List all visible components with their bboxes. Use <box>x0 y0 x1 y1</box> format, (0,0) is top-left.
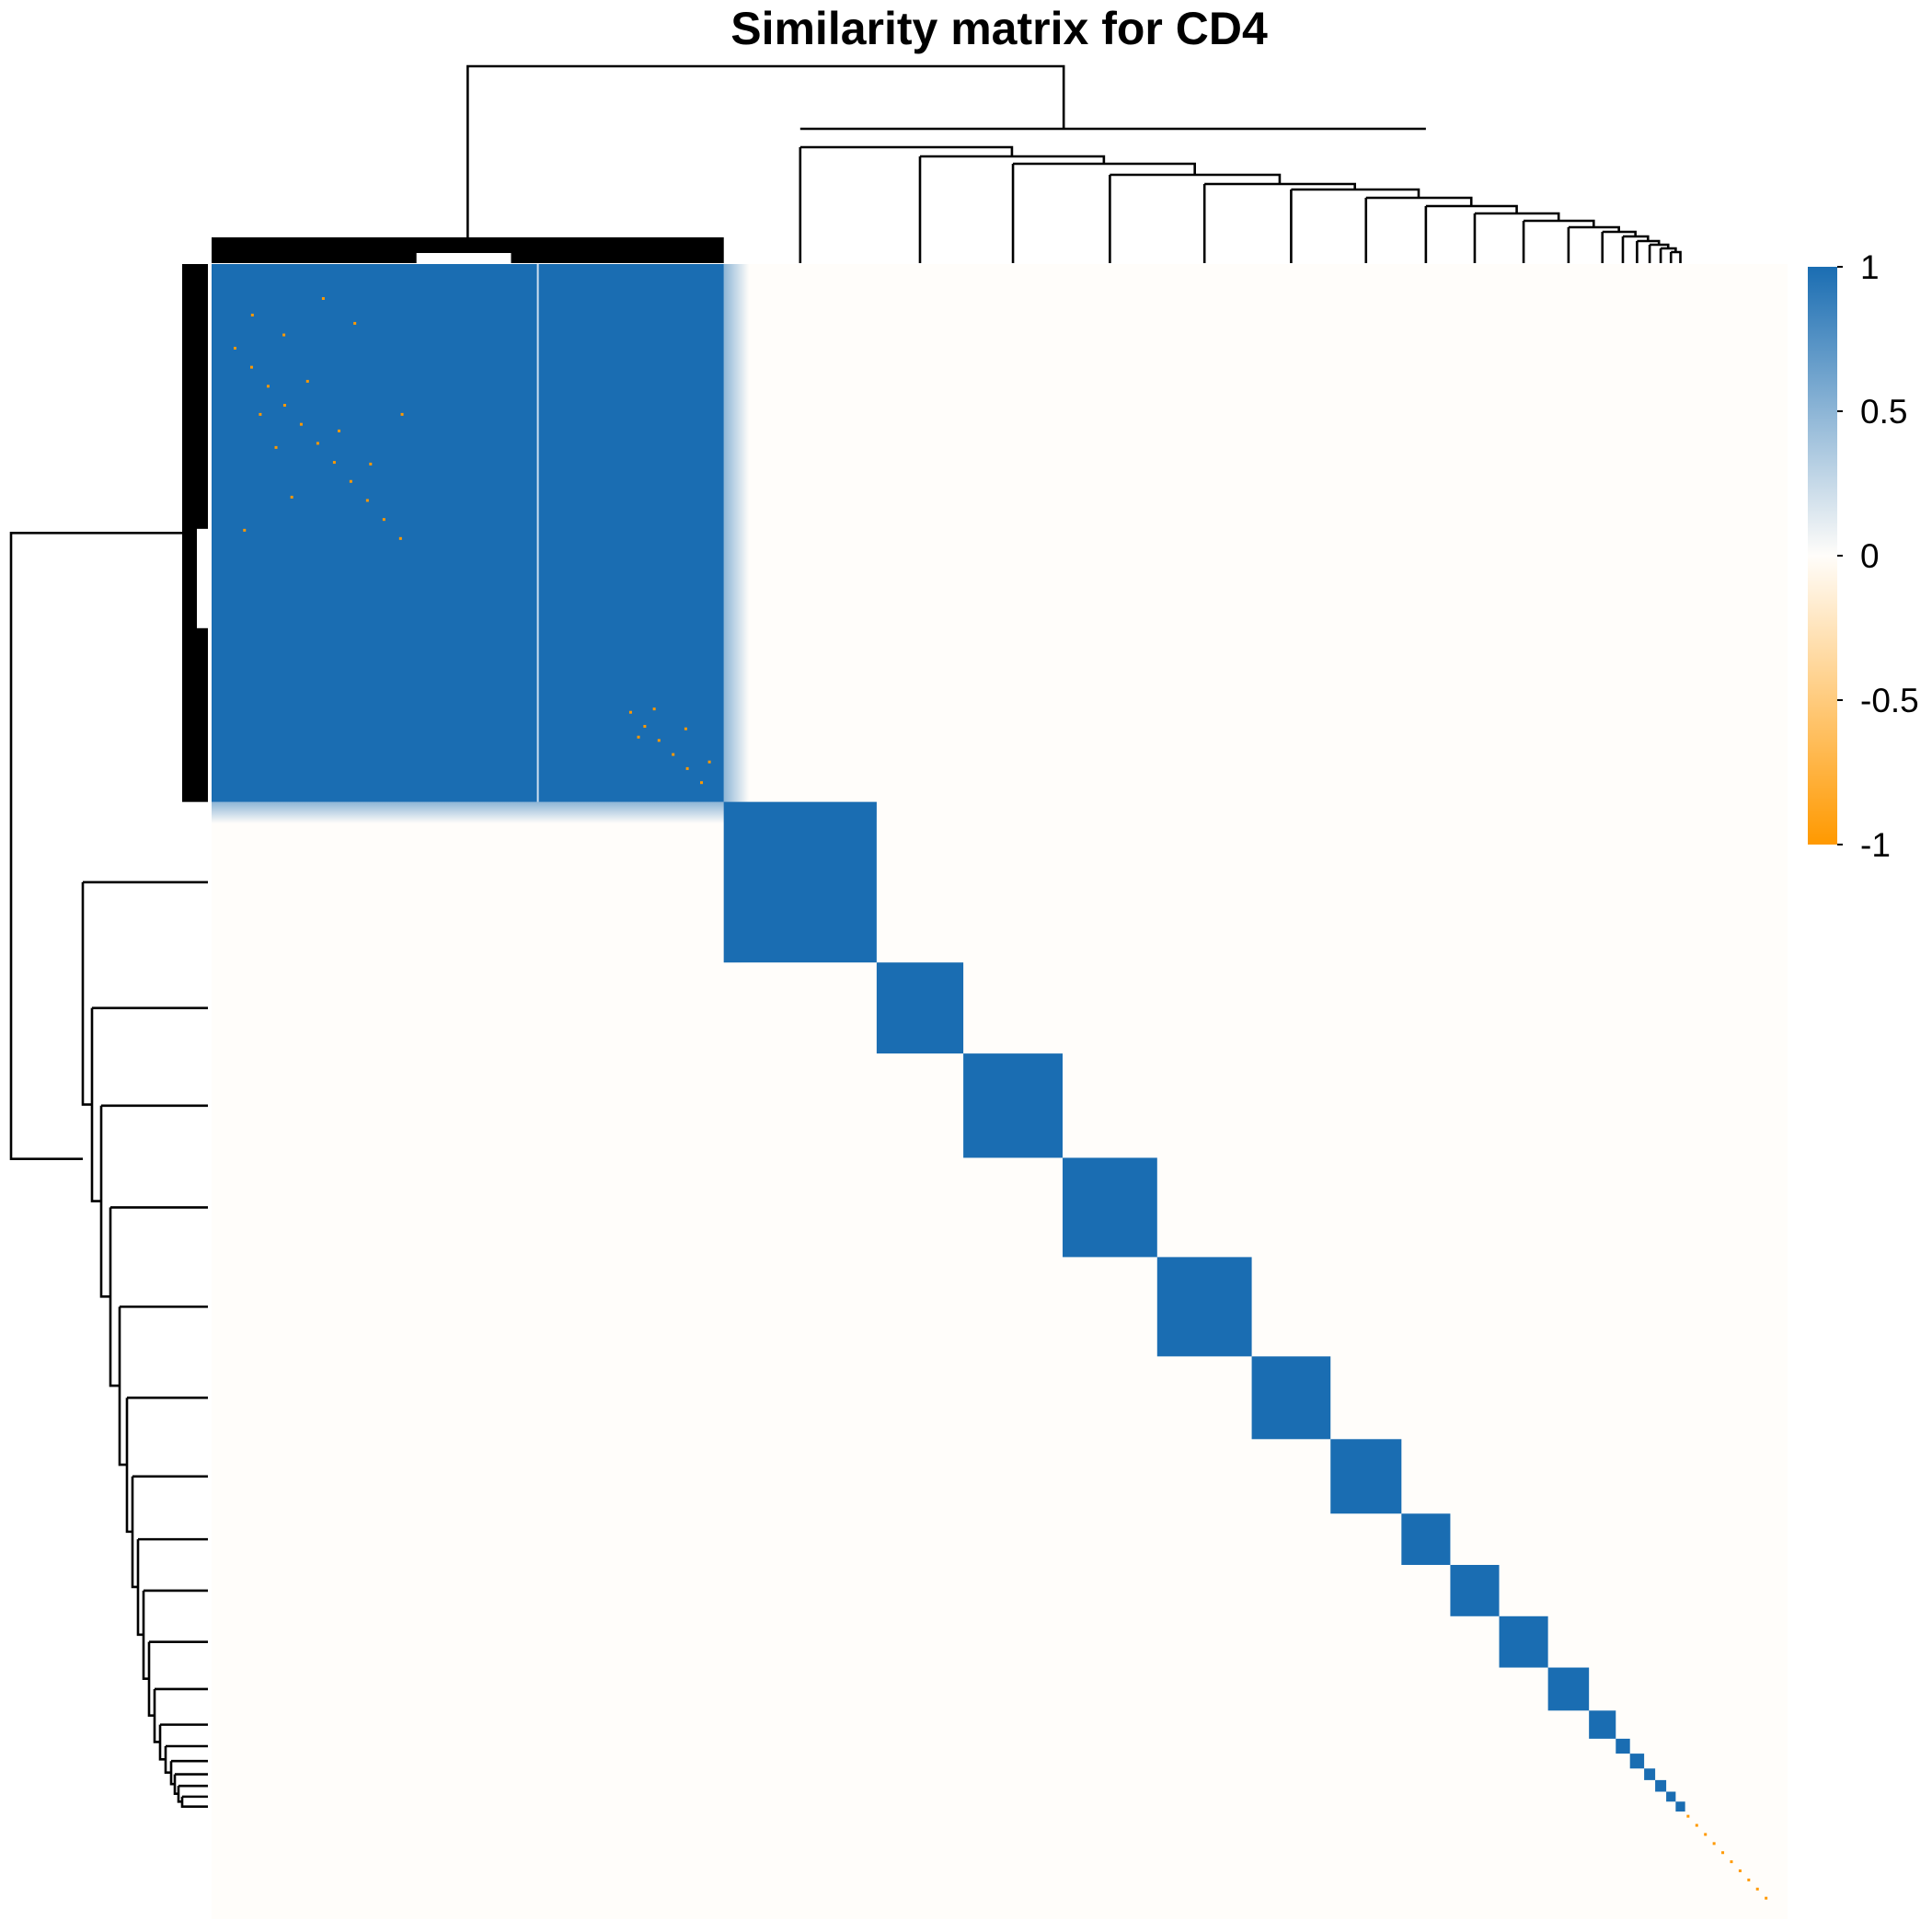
negative-cell <box>266 385 270 388</box>
negative-cell <box>259 412 262 416</box>
negative-cell <box>685 766 689 770</box>
negative-cell <box>1704 1833 1708 1836</box>
negative-cell <box>249 365 253 369</box>
negative-cell <box>243 528 247 532</box>
negative-cell <box>290 495 293 499</box>
heatmap-block-3 <box>876 962 964 1054</box>
negative-cell <box>1721 1851 1725 1855</box>
negative-cell <box>643 725 647 729</box>
dendrogram-leaf-bundle <box>416 253 512 263</box>
heatmap-block-9 <box>1401 1513 1451 1566</box>
negative-cell <box>353 321 357 325</box>
heatmap-block-15 <box>1629 1754 1645 1769</box>
heatmap-block-19 <box>1675 1801 1685 1812</box>
heatmap-block-17 <box>1655 1779 1667 1792</box>
heatmap-block-4 <box>963 1053 1064 1158</box>
color-scale-ticks: 1 0.5 0 -0.5 -1 <box>1837 248 1919 864</box>
color-legend: 1 0.5 0 -0.5 -1 <box>1808 248 1919 864</box>
color-scale-tick-label: -1 <box>1860 826 1891 864</box>
negative-cell <box>1755 1887 1759 1891</box>
color-scale-tick-label: 1 <box>1860 248 1880 286</box>
negative-cell <box>1730 1860 1733 1864</box>
heatmap-block-12 <box>1547 1667 1590 1711</box>
spill-band-columns <box>723 264 750 963</box>
negative-cell <box>316 442 319 445</box>
negative-cell <box>332 461 336 465</box>
heatmap-block-14 <box>1616 1738 1630 1754</box>
negative-cell <box>321 296 325 300</box>
color-scale-tick-label: -0.5 <box>1860 682 1919 719</box>
column-dendrogram-branches <box>466 64 1682 263</box>
heatmap-block-8 <box>1330 1439 1402 1514</box>
negative-cell <box>369 462 373 466</box>
color-scale-tick-label: 0.5 <box>1860 393 1907 431</box>
heatmap-cells <box>212 264 1768 1900</box>
negative-cell <box>365 499 369 502</box>
negative-cell <box>707 760 711 764</box>
negative-cell <box>398 536 402 540</box>
negative-cell <box>382 518 385 522</box>
negative-cell <box>1695 1823 1698 1827</box>
negative-cell <box>700 781 704 785</box>
negative-cell <box>349 479 352 483</box>
heatmap-block-16 <box>1644 1768 1656 1780</box>
heatmap-block-18 <box>1666 1791 1676 1802</box>
chart-title: Similarity matrix for CD4 <box>730 3 1268 54</box>
negative-cell <box>250 313 254 316</box>
negative-cell <box>1765 1896 1768 1900</box>
negative-cell <box>672 753 675 756</box>
negative-cell <box>1686 1814 1690 1818</box>
negative-cell <box>282 333 286 337</box>
negative-cell <box>628 710 632 714</box>
negative-cell <box>305 379 309 383</box>
dendrogram-leaf-bundle <box>197 528 208 628</box>
color-scale-tick-label: 0 <box>1860 537 1880 575</box>
heatmap-block-7 <box>1251 1356 1331 1440</box>
column-dendrogram <box>212 64 1682 263</box>
spill-band-rows <box>212 801 877 824</box>
row-dendrogram <box>9 264 208 1808</box>
negative-cell <box>274 445 278 449</box>
heatmap-block-13 <box>1589 1710 1616 1739</box>
negative-cell <box>282 404 286 408</box>
heatmap-block-6 <box>1156 1257 1252 1357</box>
negative-cell <box>299 422 303 426</box>
negative-cell <box>637 735 640 739</box>
heatmap-block-1 <box>212 264 724 802</box>
negative-cell <box>400 412 404 416</box>
negative-cell <box>233 346 236 350</box>
negative-cell <box>652 707 656 711</box>
color-scale-bar <box>1808 267 1837 845</box>
negative-cell <box>1712 1842 1716 1846</box>
heatmap-block-10 <box>1450 1565 1500 1616</box>
negative-cell <box>657 739 661 742</box>
negative-cell <box>1738 1869 1742 1873</box>
heatmap-block-2 <box>723 801 877 963</box>
row-dendrogram-branches <box>9 532 208 1808</box>
negative-cell <box>1747 1878 1751 1881</box>
heatmap-block-11 <box>1499 1616 1548 1668</box>
negative-cell <box>338 429 341 432</box>
negative-cell <box>684 727 687 730</box>
heatmap-block-5 <box>1063 1157 1157 1258</box>
